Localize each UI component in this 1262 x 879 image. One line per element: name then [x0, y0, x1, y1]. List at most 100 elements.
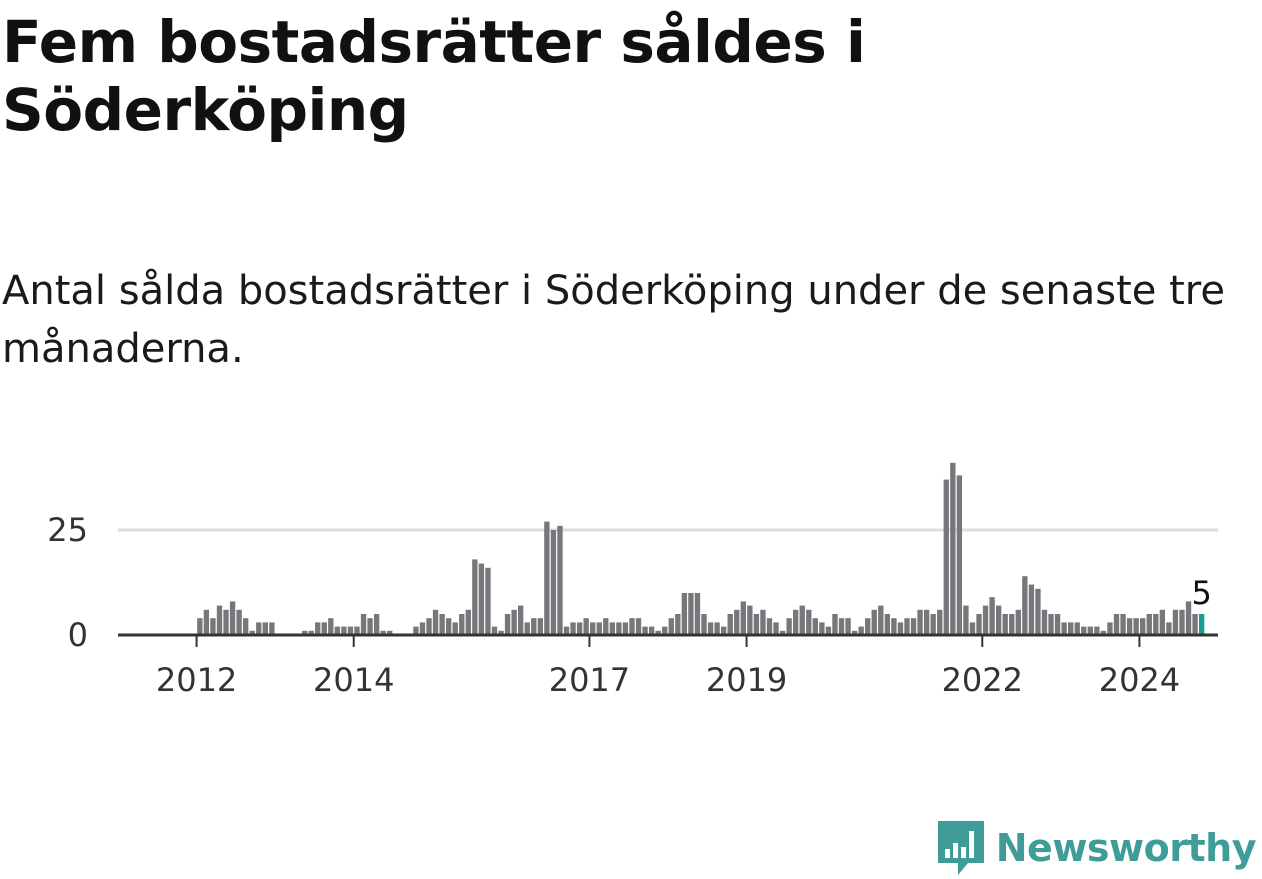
- bar: [1172, 609, 1179, 635]
- bar: [812, 618, 818, 635]
- bar: [622, 622, 629, 635]
- bar: [432, 609, 439, 635]
- bar: [249, 630, 255, 635]
- bar: [838, 618, 845, 635]
- bar: [301, 630, 308, 635]
- bar: [524, 622, 530, 635]
- bar: [806, 609, 812, 635]
- bar: [334, 626, 341, 635]
- bar: [937, 609, 943, 635]
- bar: [1009, 614, 1015, 635]
- bar: [1081, 626, 1087, 635]
- bar: [485, 567, 491, 635]
- bar: [1054, 614, 1061, 635]
- bar: [701, 614, 707, 635]
- bar: [256, 622, 262, 635]
- bar: [629, 618, 635, 635]
- bar: [380, 630, 386, 635]
- bar: [1146, 614, 1152, 635]
- bar: [734, 609, 740, 635]
- bar: [825, 626, 832, 635]
- bar: [779, 630, 786, 635]
- bar: [681, 593, 688, 635]
- bars: [197, 462, 1205, 635]
- bar: [347, 626, 354, 635]
- bar: [269, 622, 275, 635]
- brand-name: Newsworthy: [995, 826, 1257, 870]
- bar: [865, 618, 871, 635]
- bar: [904, 618, 910, 635]
- bar: [720, 626, 727, 635]
- bar: [963, 605, 969, 635]
- bar: [609, 622, 616, 635]
- bar: [498, 630, 504, 635]
- bar: [531, 618, 537, 635]
- bar: [1140, 618, 1146, 635]
- bar: [315, 622, 321, 635]
- bar: [308, 630, 314, 635]
- bar: [197, 618, 203, 635]
- bar: [793, 609, 799, 635]
- bar: [707, 622, 714, 635]
- bar: [956, 475, 963, 635]
- bar: [439, 614, 445, 635]
- bar: [727, 614, 733, 635]
- bar: [262, 622, 268, 635]
- bar: [472, 559, 478, 635]
- bar: [504, 614, 511, 635]
- bar: [459, 614, 465, 635]
- bar: [832, 614, 838, 635]
- bar: [1061, 622, 1067, 635]
- bar: [465, 609, 471, 635]
- bar: [596, 622, 602, 635]
- newsworthy-logo-icon: [937, 821, 984, 875]
- bar: [1068, 622, 1074, 635]
- bar: [616, 622, 622, 635]
- bar: [354, 626, 360, 635]
- bar: [871, 609, 877, 635]
- bar: [387, 630, 393, 635]
- newsworthy-logo: Newsworthy: [936, 819, 1257, 877]
- bar: [635, 618, 642, 635]
- bar: [229, 601, 236, 635]
- bar: [878, 605, 884, 635]
- bar: [917, 609, 923, 635]
- bar: [897, 622, 904, 635]
- bar: [819, 622, 825, 635]
- bar: [694, 593, 701, 635]
- y-tick-label: 25: [47, 511, 88, 549]
- bar: [1153, 614, 1159, 635]
- bar: [518, 605, 524, 635]
- bar: [851, 630, 858, 635]
- bar: [753, 614, 760, 635]
- x-tick-label: 2012: [156, 661, 237, 699]
- bar: [550, 530, 557, 635]
- axes: [118, 633, 1218, 647]
- bar: [675, 614, 681, 635]
- bar: [576, 622, 583, 635]
- bar: [570, 622, 576, 635]
- highlighted-bar: [1198, 614, 1205, 635]
- bar: [1126, 618, 1133, 635]
- bar-chart: 0 25 2012 2014 2017 2019 2022 2024 5: [47, 462, 1218, 699]
- bar: [511, 609, 517, 635]
- bar: [1159, 609, 1166, 635]
- bar: [648, 626, 655, 635]
- bar: [930, 614, 936, 635]
- bar: [884, 614, 891, 635]
- bar: [328, 618, 334, 635]
- bar: [1022, 576, 1028, 635]
- bar: [995, 605, 1002, 635]
- chart-subtitle: Antal sålda bostadsrätter i Söderköping …: [2, 268, 1225, 372]
- bar: [923, 609, 930, 635]
- bar: [1087, 626, 1093, 635]
- bar: [740, 601, 746, 635]
- bar: [891, 618, 897, 635]
- bar: [1041, 609, 1048, 635]
- bar: [590, 622, 596, 635]
- bar: [858, 626, 864, 635]
- chart-title: Fem bostadsrätter såldes i Söderköping: [2, 8, 866, 144]
- bar: [1120, 614, 1126, 635]
- bar: [1107, 622, 1113, 635]
- bar: [557, 525, 563, 635]
